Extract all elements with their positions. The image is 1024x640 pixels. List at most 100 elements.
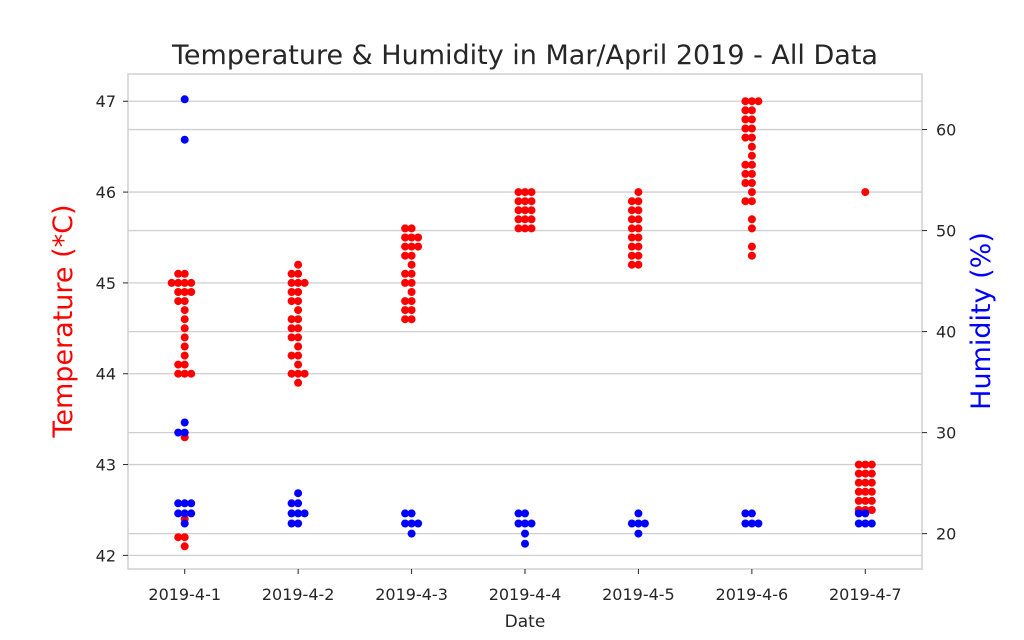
temperature-point bbox=[521, 215, 529, 224]
humidity-point bbox=[640, 519, 649, 528]
humidity-point bbox=[521, 519, 529, 528]
temperature-point bbox=[294, 260, 303, 269]
temperature-point bbox=[294, 342, 303, 351]
humidity-point bbox=[287, 519, 296, 528]
y-right-tick-label: 40 bbox=[936, 323, 956, 342]
temperature-point bbox=[741, 97, 750, 106]
temperature-point bbox=[287, 288, 296, 296]
y-left-tick-label: 47 bbox=[96, 92, 116, 111]
temperature-point bbox=[180, 315, 189, 324]
temperature-point bbox=[527, 215, 536, 224]
temperature-point bbox=[627, 242, 636, 251]
temperature-point bbox=[527, 224, 536, 233]
temperature-point bbox=[401, 269, 410, 278]
data-points bbox=[167, 95, 876, 551]
temperature-point bbox=[294, 306, 303, 315]
humidity-point bbox=[180, 499, 189, 508]
humidity-point bbox=[854, 519, 863, 528]
humidity-point bbox=[627, 519, 636, 528]
humidity-point bbox=[174, 428, 183, 437]
temperature-point bbox=[174, 360, 183, 369]
y-right-tick-label: 50 bbox=[936, 222, 956, 241]
temperature-point bbox=[867, 487, 876, 496]
y-right-tick-label: 20 bbox=[936, 525, 956, 544]
humidity-point bbox=[180, 135, 189, 144]
temperature-point bbox=[741, 160, 750, 169]
temperature-point bbox=[287, 324, 296, 333]
temperature-point bbox=[300, 369, 309, 378]
humidity-point bbox=[180, 428, 189, 437]
temperature-point bbox=[627, 233, 636, 242]
temperature-point bbox=[294, 333, 303, 342]
humidity-point bbox=[854, 509, 863, 518]
temperature-point bbox=[521, 206, 529, 215]
temperature-point bbox=[741, 169, 750, 178]
temperature-point bbox=[741, 124, 750, 133]
humidity-point bbox=[401, 509, 410, 518]
temperature-point bbox=[294, 369, 303, 378]
humidity-point bbox=[180, 509, 189, 518]
temperature-point bbox=[180, 324, 189, 333]
humidity-point bbox=[521, 509, 529, 518]
temperature-point bbox=[287, 297, 296, 306]
temperature-point bbox=[407, 288, 416, 296]
temperature-point bbox=[521, 197, 529, 206]
temperature-point bbox=[747, 224, 756, 233]
gridlines bbox=[128, 100, 922, 557]
temperature-point bbox=[407, 242, 416, 251]
axis-ticks: 42 43 44 45 46 47 20 30 40 50 60 2019-4-1 2019-4-2 20… bbox=[96, 92, 957, 604]
temperature-point bbox=[294, 378, 303, 387]
temperature-point bbox=[527, 197, 536, 206]
temperature-point bbox=[174, 369, 183, 378]
humidity-point bbox=[187, 509, 196, 518]
temperature-point bbox=[627, 206, 636, 215]
humidity-point bbox=[287, 509, 296, 518]
humidity-point bbox=[634, 519, 643, 528]
temperature-point bbox=[521, 224, 529, 233]
y-left-tick-label: 43 bbox=[96, 456, 116, 475]
temperature-point bbox=[401, 315, 410, 324]
temperature-point bbox=[294, 297, 303, 306]
y-axis-label-left: Temperature (*C) bbox=[48, 204, 79, 438]
temperature-point bbox=[407, 233, 416, 242]
humidity-point bbox=[294, 519, 303, 528]
temperature-point bbox=[180, 288, 189, 296]
x-tick-label: 2019-4-1 bbox=[148, 585, 221, 604]
x-tick-label: 2019-4-5 bbox=[602, 585, 675, 604]
temperature-point bbox=[747, 215, 756, 224]
temperature-point bbox=[287, 269, 296, 278]
temperature-point bbox=[187, 369, 196, 378]
temperature-point bbox=[634, 242, 643, 251]
temperature-point bbox=[854, 460, 863, 469]
humidity-point bbox=[294, 509, 303, 518]
temperature-point bbox=[861, 460, 870, 469]
temperature-point bbox=[407, 297, 416, 306]
temperature-point bbox=[294, 278, 303, 287]
humidity-point bbox=[741, 519, 750, 528]
temperature-point bbox=[747, 169, 756, 178]
temperature-point bbox=[180, 342, 189, 351]
temperature-point bbox=[861, 469, 870, 478]
temperature-point bbox=[867, 469, 876, 478]
temperature-point bbox=[401, 224, 410, 233]
temperature-point bbox=[407, 269, 416, 278]
temperature-point bbox=[294, 351, 303, 360]
y-left-tick-label: 46 bbox=[96, 183, 116, 202]
temperature-point bbox=[634, 188, 643, 197]
temperature-point bbox=[741, 197, 750, 206]
x-tick-label: 2019-4-6 bbox=[716, 585, 789, 604]
temperature-point bbox=[300, 278, 309, 287]
temperature-point bbox=[187, 278, 196, 287]
temperature-point bbox=[180, 542, 189, 551]
temperature-point bbox=[287, 333, 296, 342]
temperature-point bbox=[747, 242, 756, 251]
temperature-point bbox=[867, 496, 876, 505]
x-tick-label: 2019-4-7 bbox=[829, 585, 902, 604]
humidity-point bbox=[634, 509, 643, 518]
humidity-point bbox=[754, 519, 763, 528]
temperature-point bbox=[854, 496, 863, 505]
temperature-point bbox=[401, 278, 410, 287]
temperature-point bbox=[187, 288, 196, 296]
temperature-point bbox=[861, 487, 870, 496]
